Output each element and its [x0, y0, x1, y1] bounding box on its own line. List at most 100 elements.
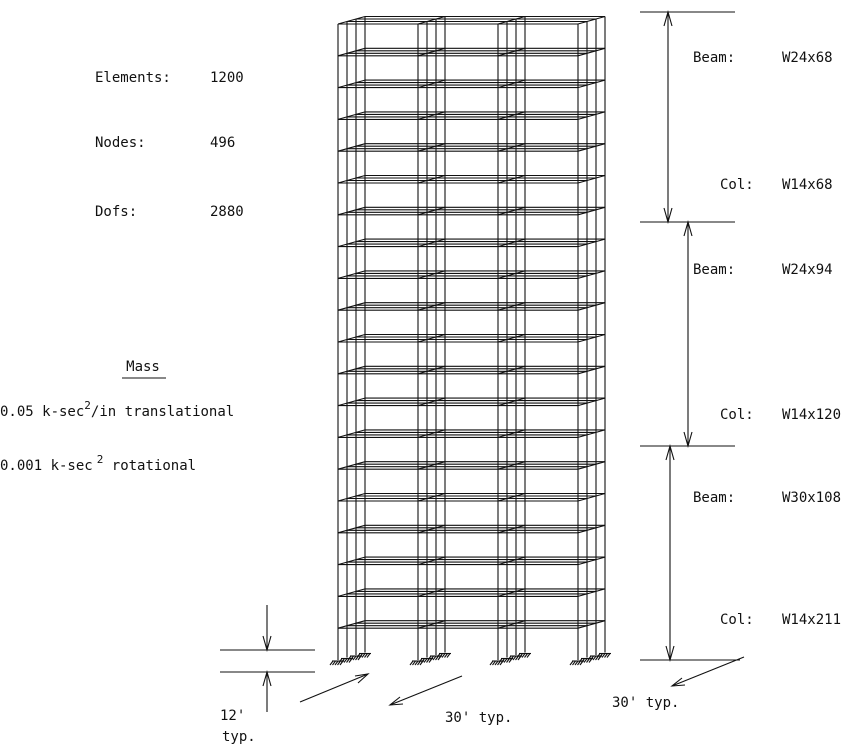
support-hatch [581, 658, 585, 663]
beam [417, 47, 446, 57]
beam [577, 174, 606, 184]
support-hatch [583, 658, 588, 663]
beam [497, 47, 526, 57]
dimension-lines [220, 9, 745, 712]
superscript: 2 [84, 399, 91, 412]
beam [577, 524, 606, 534]
support-hatch [516, 653, 521, 658]
support-hatch [592, 655, 597, 661]
dimension-labels: 12' typ. 30' typ. 30' typ. [220, 695, 679, 744]
beam [497, 174, 526, 184]
support-hatch [439, 653, 443, 658]
beam [337, 270, 366, 279]
beam [337, 174, 366, 184]
beam [577, 620, 606, 629]
frame-model [329, 15, 611, 666]
support-hatch [524, 653, 528, 658]
support-hatch [430, 655, 434, 661]
beam [577, 206, 606, 216]
beam [417, 397, 446, 407]
beam [497, 620, 526, 629]
support-hatch [606, 653, 611, 658]
support-hatch [492, 660, 496, 666]
section-label: Beam: [693, 50, 735, 66]
dim-line [299, 673, 369, 703]
beam [337, 111, 366, 120]
beam [497, 492, 526, 502]
support-hatch [338, 658, 343, 663]
support-hatch [347, 655, 352, 661]
stat-value: 2880 [210, 204, 244, 220]
support-hatch [418, 658, 423, 663]
beam [337, 461, 366, 470]
support-hatch [414, 660, 419, 666]
support-hatch [512, 655, 517, 661]
section-value: W14x211 [782, 612, 841, 628]
beam [337, 302, 366, 311]
beam [337, 333, 366, 343]
beam [497, 333, 526, 343]
beam [417, 429, 446, 438]
beam [577, 492, 606, 502]
dim-label: 30' typ. [445, 710, 512, 726]
section-label: Col: [720, 612, 754, 628]
beam [577, 238, 606, 248]
beam [337, 143, 366, 152]
support-hatch [574, 660, 579, 666]
arrowheads [665, 443, 675, 663]
mass-rotational: 0.001 k-sec 2 rotational [0, 453, 196, 474]
stats: Elements: 1200 Nodes: 496 Dofs: 2880 [95, 70, 244, 220]
support-hatch [359, 653, 363, 658]
beam [337, 620, 366, 629]
beam [417, 588, 446, 597]
beam [577, 302, 606, 311]
dim-label: 30' typ. [612, 695, 679, 711]
beam [337, 588, 366, 597]
support-hatch [432, 655, 437, 661]
arrowheads [683, 219, 693, 449]
mass: Mass 0.05 k-sec2/in translational 0.001 … [0, 359, 234, 474]
beam [337, 79, 366, 89]
dim-line [671, 656, 745, 687]
support-hatch [503, 658, 508, 663]
section-label: Col: [720, 177, 754, 193]
beam [497, 206, 526, 216]
section-label: Beam: [693, 262, 735, 278]
dim-line [389, 675, 463, 706]
beam [417, 206, 446, 216]
text: 0.05 k-sec [0, 404, 84, 420]
beam [497, 588, 526, 597]
beam [577, 461, 606, 470]
beam [577, 111, 606, 120]
support-hatch [361, 653, 366, 658]
support-hatch [604, 653, 608, 658]
beam [577, 15, 606, 25]
stat-value: 496 [210, 135, 235, 151]
superscript: 2 [97, 453, 104, 466]
support-hatch [507, 655, 512, 661]
beam [577, 588, 606, 597]
stat-label: Nodes: [95, 135, 146, 151]
stat-label: Dofs: [95, 204, 137, 220]
beam [417, 365, 446, 375]
beam [497, 524, 526, 534]
beam [337, 397, 366, 407]
support-hatch [446, 653, 451, 658]
arrowhead [262, 635, 272, 653]
beam [497, 461, 526, 470]
arrowhead [388, 696, 404, 706]
beam [417, 143, 446, 152]
section-value: W14x120 [782, 407, 841, 423]
support-hatch [356, 653, 361, 658]
beam [497, 111, 526, 120]
text: 0.001 k-sec [0, 458, 93, 474]
beam [577, 556, 606, 566]
beam [497, 270, 526, 279]
beam [577, 429, 606, 438]
beam [337, 524, 366, 534]
support-hatch [572, 660, 576, 666]
support-hatch [350, 655, 354, 661]
support-hatch [599, 653, 603, 658]
support-hatch [587, 655, 592, 661]
